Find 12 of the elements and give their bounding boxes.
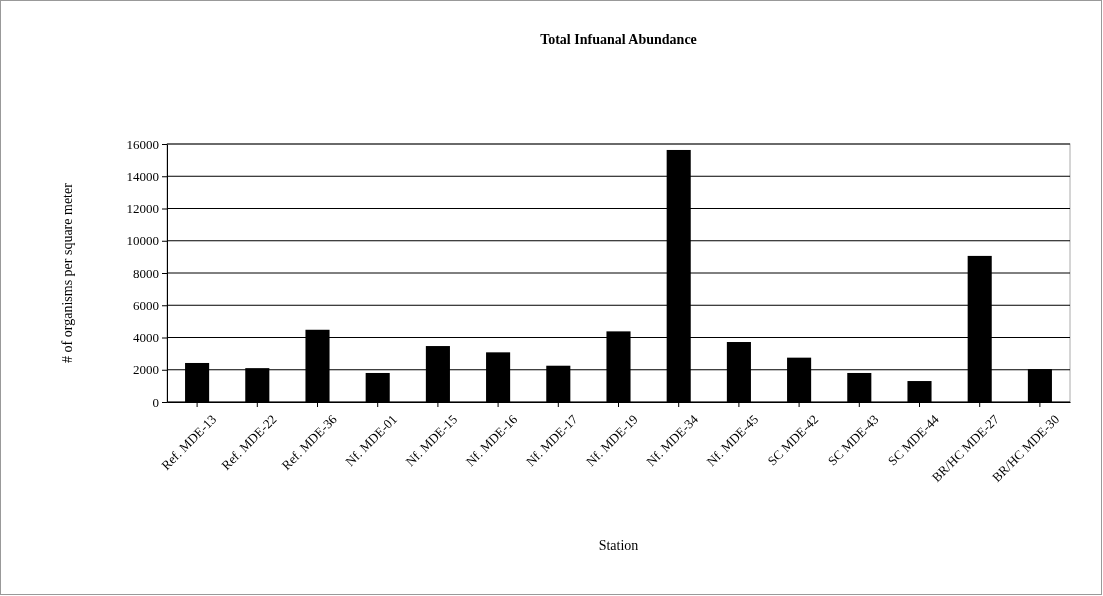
x-axis-title: Station (598, 538, 639, 553)
y-tick-label: 2000 (133, 362, 159, 378)
y-tick-label: 10000 (126, 233, 159, 249)
y-tick-label: 4000 (133, 330, 159, 346)
y-tick-label: 0 (152, 394, 159, 410)
y-axis-title: # of organisms per square meter (60, 182, 75, 363)
y-tick-label: 12000 (126, 201, 159, 217)
y-tick-label: 6000 (133, 297, 159, 313)
y-tick-label: 16000 (126, 136, 159, 152)
y-tick-label: 14000 (126, 168, 159, 184)
chart-title: Total Infuanal Abundance (540, 32, 697, 47)
y-tick-label: 8000 (133, 265, 159, 281)
